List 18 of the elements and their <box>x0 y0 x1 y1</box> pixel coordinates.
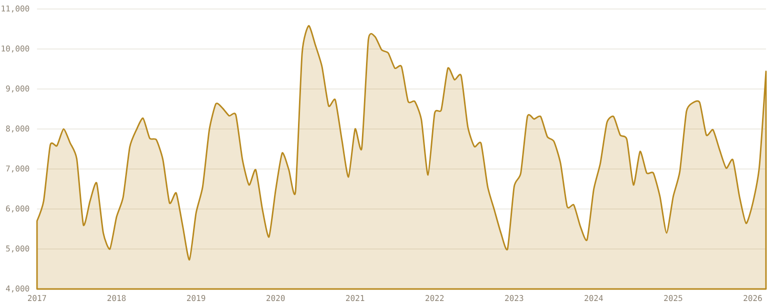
x-tick-label: 2019 <box>187 295 206 302</box>
y-tick-label: 6,000 <box>6 205 30 213</box>
x-tick-label: 2023 <box>505 295 524 302</box>
y-tick-label: 11,000 <box>2 5 30 13</box>
y-tick-label: 8,000 <box>6 125 30 133</box>
x-tick-label: 2026 <box>744 295 762 302</box>
y-tick-label: 4,000 <box>6 285 30 293</box>
x-tick-label: 2017 <box>28 295 46 302</box>
x-tick-label: 2021 <box>346 295 364 302</box>
y-tick-label: 5,000 <box>6 245 30 253</box>
y-tick-label: 7,000 <box>6 165 30 173</box>
x-tick-label: 2022 <box>426 295 444 302</box>
y-tick-label: 10,000 <box>2 45 30 53</box>
y-tick-label: 9,000 <box>6 85 30 93</box>
x-tick-label: 2024 <box>584 295 603 302</box>
x-tick-label: 2018 <box>107 295 126 302</box>
x-tick-label: 2025 <box>664 295 682 302</box>
x-tick-label: 2020 <box>266 295 285 302</box>
